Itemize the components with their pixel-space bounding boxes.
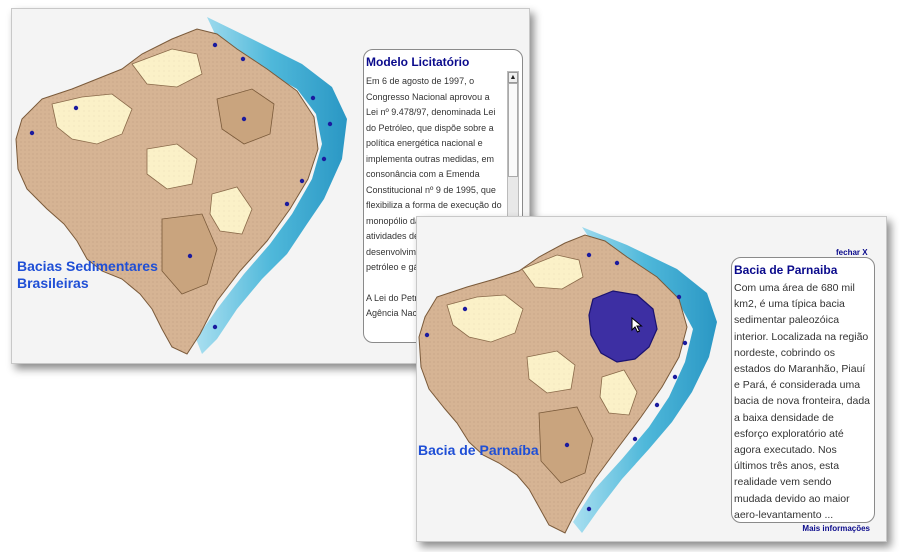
panel-body: Com uma área de 680 mil km2, é uma típic… xyxy=(734,282,871,521)
well-dot-icon xyxy=(73,105,79,111)
craton-central-shape xyxy=(526,350,576,394)
craton-south-shape xyxy=(599,369,638,416)
well-dot-icon xyxy=(586,252,592,258)
highlighted-parnaiba-basin-shape xyxy=(588,290,658,363)
info-panel: Bacia de Parnaiba Com uma área de 680 mi… xyxy=(731,257,875,533)
craton-central-shape xyxy=(146,143,198,190)
craton-guiana-shape xyxy=(131,48,203,88)
craton-north-shape xyxy=(51,93,133,145)
well-dot-icon xyxy=(654,402,660,408)
well-dot-icon xyxy=(327,121,333,127)
well-dot-icon xyxy=(299,178,305,184)
well-dot-icon xyxy=(241,116,247,122)
well-dot-icon xyxy=(240,56,246,62)
well-dot-icon xyxy=(187,253,193,259)
well-dot-icon xyxy=(212,42,218,48)
scroll-thumb[interactable] xyxy=(508,83,518,177)
well-dot-icon xyxy=(424,332,430,338)
map-title: Bacia de Parnaíba xyxy=(418,442,539,458)
brazil-basins-map-highlighted[interactable] xyxy=(417,217,727,541)
well-dot-icon xyxy=(632,436,638,442)
well-dot-icon xyxy=(676,294,682,300)
well-dot-icon xyxy=(284,201,290,207)
well-dot-icon xyxy=(586,506,592,512)
mouse-pointer-icon xyxy=(631,317,643,333)
panel-title: Modelo Licitatório xyxy=(366,55,470,69)
map-title-line-2: Brasileiras xyxy=(17,275,89,291)
well-dot-icon xyxy=(310,95,316,101)
panel-title: Bacia de Parnaiba xyxy=(734,263,838,277)
map-title: Bacias Sedimentares Brasileiras xyxy=(17,258,158,292)
well-dots-group xyxy=(424,252,688,512)
brazil-basins-map[interactable] xyxy=(12,9,362,363)
craton-guiana-shape xyxy=(521,254,584,290)
craton-north-shape xyxy=(446,294,524,343)
close-button[interactable]: fechar X xyxy=(836,248,868,257)
well-dot-icon xyxy=(682,340,688,346)
well-dots-group xyxy=(29,42,333,330)
basin-parnaiba-shape xyxy=(216,88,275,145)
well-dot-icon xyxy=(321,156,327,162)
offshore-basins-shape xyxy=(196,17,347,354)
more-info-link[interactable]: Mais informações xyxy=(802,524,870,533)
basins-map-window: Bacias Sedimentares Brasileiras Modelo L… xyxy=(11,8,530,364)
well-dot-icon xyxy=(462,306,468,312)
well-dot-icon xyxy=(564,442,570,448)
offshore-basins-shape xyxy=(573,227,717,533)
well-dot-icon xyxy=(29,130,35,136)
well-dot-icon xyxy=(614,260,620,266)
map-title-line-1: Bacias Sedimentares xyxy=(17,258,158,274)
well-dot-icon xyxy=(672,374,678,380)
well-dot-icon xyxy=(212,324,218,330)
scroll-up-arrow-icon[interactable]: ▲ xyxy=(508,72,518,83)
parnaiba-basin-window: Bacia de Parnaíba fechar X Bacia de Parn… xyxy=(416,216,887,542)
craton-south-shape xyxy=(209,186,253,235)
